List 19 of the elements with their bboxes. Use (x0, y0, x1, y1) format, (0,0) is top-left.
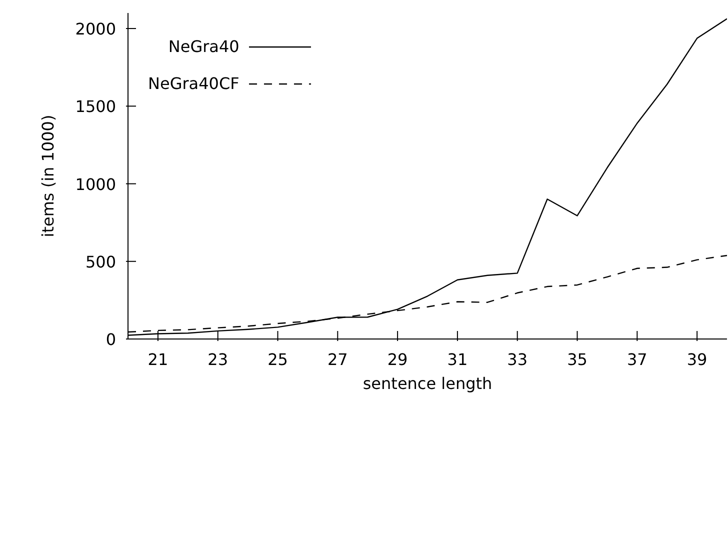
x-tick-label: 31 (447, 350, 468, 369)
y-axis-title: items (in 1000) (38, 114, 58, 238)
x-tick-label: 27 (327, 350, 348, 369)
y-tick-label: 500 (85, 252, 116, 272)
y-tick-label: 0 (106, 330, 116, 349)
legend-label: NeGra40 (168, 37, 240, 56)
legend-label: NeGra40CF (148, 74, 240, 93)
x-tick-label: 37 (626, 350, 648, 369)
x-tick-label: 23 (208, 350, 228, 369)
x-tick-label: 39 (686, 350, 708, 369)
y-tick-label: 1000 (75, 174, 116, 194)
x-tick-label: 33 (507, 350, 528, 369)
y-tick-label: 1500 (75, 97, 116, 116)
x-tick-label: 25 (268, 350, 288, 369)
y-tick-label: 2000 (75, 20, 116, 39)
x-axis-title: sentence length (362, 374, 492, 393)
x-tick-label: 21 (148, 350, 168, 369)
x-tick-label: 29 (387, 350, 408, 369)
x-tick-label: 35 (567, 350, 588, 369)
